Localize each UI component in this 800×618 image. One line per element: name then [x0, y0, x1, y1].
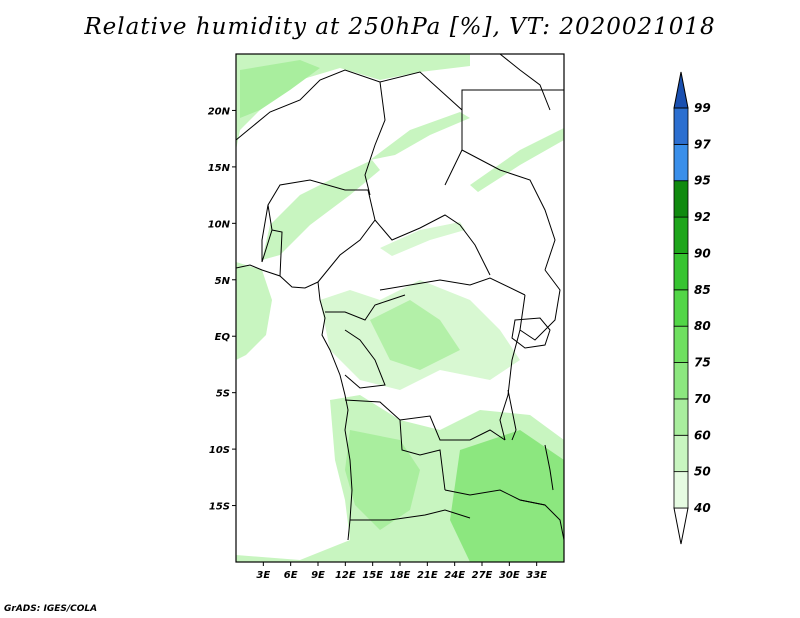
lon-tick-label: 30E	[499, 570, 520, 581]
border-drc-east	[499, 294, 526, 441]
border-angola-zambia	[399, 419, 446, 491]
lat-tick-label: 15N	[208, 163, 231, 174]
border-sudan	[461, 149, 556, 271]
humidity-band-nigeria	[262, 160, 380, 260]
colorbar-level-label: 97	[694, 137, 711, 151]
lon-tick-label: 6E	[284, 570, 298, 581]
latitude-axis: 20N 15N 10N 5N EQ 5S 10S 15S	[208, 106, 236, 513]
humidity-core-congo	[370, 300, 460, 370]
colorbar-level-label: 40	[693, 501, 711, 515]
lake-tanganyika	[507, 389, 517, 441]
colorbar-swatch	[673, 362, 689, 400]
border-chad-car	[374, 214, 491, 276]
colorbar-level-label: 50	[694, 465, 711, 479]
colorbar-swatch	[673, 325, 689, 363]
lon-tick-label: 3E	[256, 570, 270, 581]
colorbar-level-label: 95	[694, 174, 711, 188]
lon-tick-label: 9E	[311, 570, 325, 581]
lat-tick-label: 10N	[208, 219, 231, 230]
lat-tick-label: EQ	[215, 332, 231, 343]
country-borders	[236, 54, 564, 541]
border-car-drc	[379, 277, 526, 296]
colorbar-swatch	[673, 180, 689, 218]
border-drc-south	[344, 399, 506, 441]
colorbar-level-label: 90	[694, 246, 711, 260]
lat-tick-label: 5N	[215, 276, 231, 287]
border-mozambique	[519, 499, 564, 541]
colorbar-level-label: 80	[694, 319, 711, 333]
lon-tick-label: 27E	[472, 570, 493, 581]
colorbar-level-label: 75	[694, 356, 711, 370]
colorbar-lower-arrow	[673, 507, 689, 545]
humidity-band-sahara	[370, 112, 470, 160]
border-congo	[344, 329, 386, 389]
border-cameroon-gabon	[325, 294, 406, 321]
lon-tick-label: 18E	[390, 570, 411, 581]
colorbar-level-label: 92	[694, 210, 711, 224]
lon-tick-label: 21E	[417, 570, 438, 581]
colorbar-swatch	[673, 107, 689, 145]
border-sudan-egypt	[461, 89, 564, 110]
humidity-core-south	[450, 430, 564, 562]
map-title: Relative humidity at 250hPa [%], VT: 202…	[84, 14, 716, 40]
coastline-red-sea	[499, 54, 551, 111]
lat-tick-label: 10S	[209, 445, 230, 456]
humidity-band-east	[470, 128, 564, 192]
colorbar-swatch	[673, 143, 689, 182]
border-nigeria	[261, 179, 376, 283]
humidity-shading	[236, 54, 564, 562]
lon-tick-label: 12E	[335, 570, 356, 581]
lon-tick-label: 24E	[444, 570, 465, 581]
humidity-core-angola	[345, 430, 420, 530]
humidity-region-gulf	[236, 262, 272, 360]
colorbar-level-label: 99	[694, 101, 711, 115]
colorbar-swatch	[673, 289, 689, 327]
colorbar-swatch	[673, 398, 689, 436]
humidity-band-central	[380, 222, 465, 256]
border-benin	[271, 229, 283, 277]
lake-malawi	[544, 444, 554, 491]
colorbar-swatch	[673, 216, 689, 254]
lon-tick-label: 33E	[526, 570, 547, 581]
colorbar-upper-arrow	[673, 71, 689, 109]
lat-tick-label: 20N	[208, 106, 231, 117]
border-namibia	[350, 509, 471, 521]
lon-tick-label: 15E	[362, 570, 383, 581]
longitude-axis: 3E 6E 9E 12E 15E 18E 21E 24E 27E 30E 33E	[256, 562, 547, 581]
grads-credit: GrADS: IGES/COLA	[4, 604, 98, 614]
lake-victoria	[511, 317, 551, 349]
border-ghana	[261, 204, 269, 262]
border-mali-niger	[236, 69, 386, 196]
colorbar-level-label: 60	[694, 428, 711, 442]
colorbar-level-label: 70	[694, 392, 711, 406]
colorbar: 40 50 60 70 75 80 85 90 92 95 97 99	[673, 71, 711, 545]
colorbar-swatch	[673, 434, 689, 473]
border-east	[519, 269, 561, 341]
humidity-core-north	[240, 60, 320, 118]
lat-tick-label: 15S	[209, 502, 230, 513]
lat-tick-label: 5S	[216, 389, 230, 400]
colorbar-swatch	[673, 253, 689, 291]
colorbar-swatch	[673, 471, 689, 509]
colorbar-level-label: 85	[694, 283, 711, 297]
